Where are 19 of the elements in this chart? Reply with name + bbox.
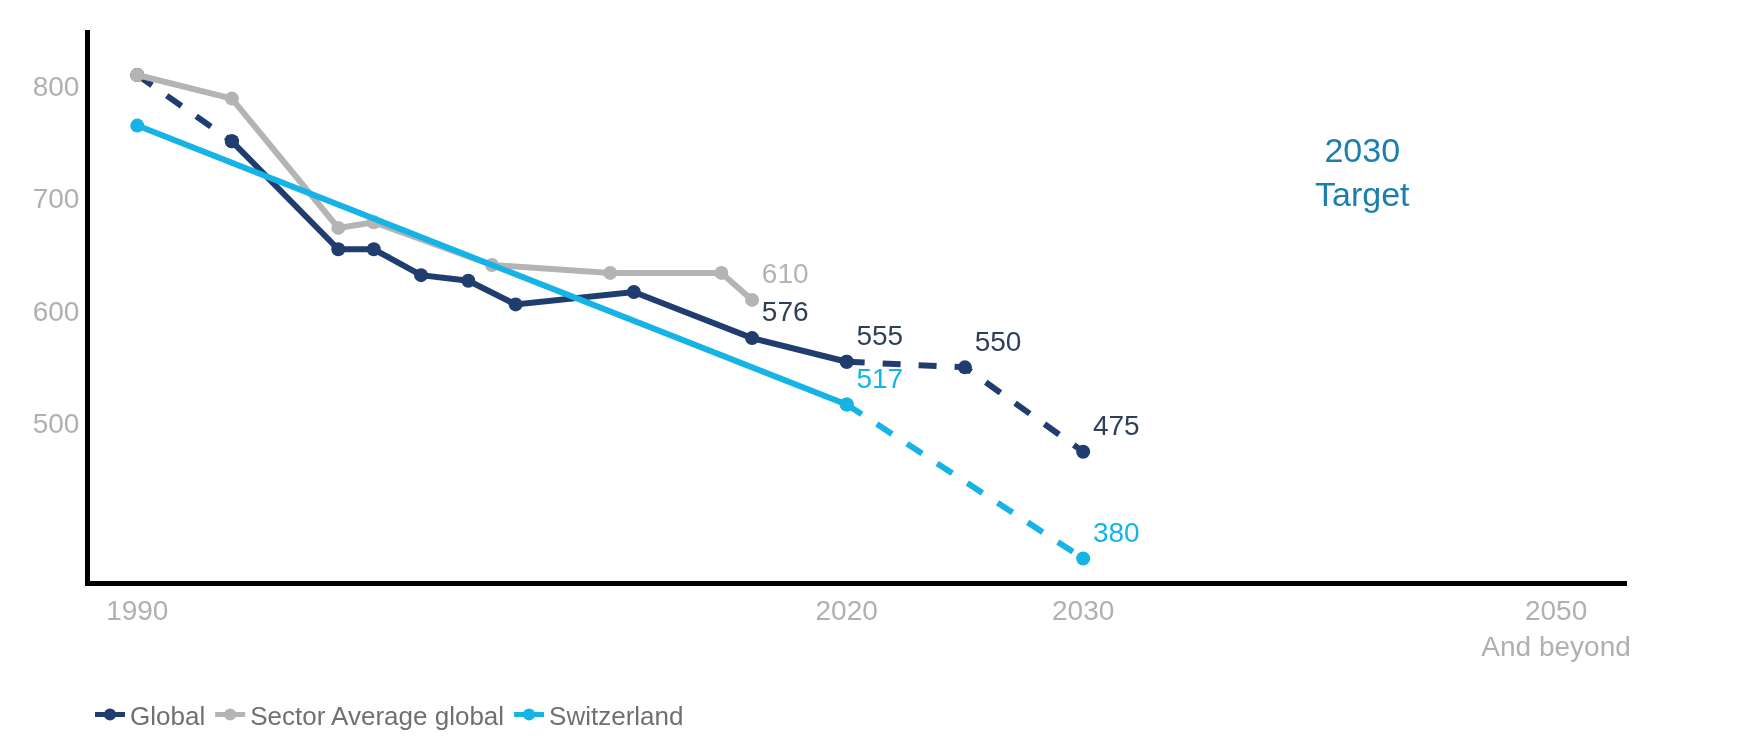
- data-label: 576: [761, 296, 809, 328]
- data-label: 380: [1092, 516, 1140, 548]
- data-label: 550: [974, 325, 1022, 357]
- x-tick-label: 2050 And beyond: [1481, 594, 1631, 662]
- legend-label: Global: [130, 700, 206, 731]
- y-tick-label: 800: [32, 71, 80, 103]
- y-tick-label: 500: [32, 408, 80, 440]
- y-tick-label: 600: [32, 295, 80, 327]
- legend-label: Switzerland: [549, 700, 684, 731]
- data-label: 555: [856, 319, 904, 351]
- legend-label: Sector Average global: [250, 700, 505, 731]
- data-label: 610: [761, 258, 809, 290]
- x-tick-label: 1990: [106, 594, 169, 626]
- x-tick-label: 2030: [1051, 594, 1115, 626]
- y-tick-label: 700: [32, 183, 80, 215]
- x-tick-label: 2020: [815, 594, 878, 626]
- data-label: 475: [1092, 409, 1140, 441]
- annotation: 2030 Target: [1315, 131, 1411, 214]
- data-label: 517: [856, 362, 904, 394]
